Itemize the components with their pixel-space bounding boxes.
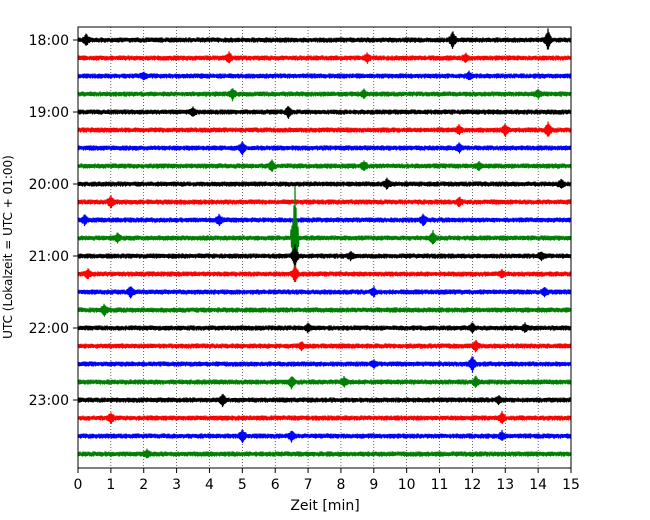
trace-line-1815 <box>77 51 572 64</box>
trace-line-2130 <box>77 286 572 299</box>
x-tick-label: 14 <box>529 477 547 493</box>
y-tick-label: 19:00 <box>29 105 69 121</box>
x-tick-label: 5 <box>238 477 247 493</box>
trace-line-1800 <box>77 28 572 50</box>
trace-series-group <box>77 28 572 459</box>
x-tick-label: 3 <box>172 477 181 493</box>
trace-line-1830 <box>77 70 572 81</box>
trace-line-2330 <box>77 429 572 443</box>
trace-line-2100 <box>77 244 572 266</box>
trace-line-2200 <box>77 322 572 334</box>
trace-line-1915 <box>77 121 572 138</box>
y-tick-label: 18:00 <box>29 33 69 49</box>
y-axis-label: UTC (Lokalzeit = UTC + 01:00) <box>1 155 15 339</box>
trace-line-2030 <box>77 213 572 227</box>
trace-line-2015 <box>77 195 572 209</box>
x-tick-label: 13 <box>496 477 514 493</box>
x-tick-label: 15 <box>562 477 580 493</box>
trace-line-2045 <box>77 186 572 281</box>
x-tick-label: 9 <box>369 477 378 493</box>
trace-line-1930 <box>77 141 572 156</box>
trace-line-2300 <box>77 393 572 408</box>
x-tick-label: 10 <box>398 477 416 493</box>
x-tick-label: 11 <box>431 477 449 493</box>
x-tick-label: 6 <box>271 477 280 493</box>
x-tick-label: 0 <box>74 477 83 493</box>
x-tick-label: 8 <box>336 477 345 493</box>
y-tick-label: 22:00 <box>29 321 69 337</box>
trace-line-1945 <box>77 159 572 172</box>
x-tick-label: 4 <box>205 477 214 493</box>
trace-line-1900 <box>77 105 572 119</box>
x-axis-label: Zeit [min] <box>290 498 359 514</box>
trace-line-2145 <box>77 303 572 317</box>
x-tick-label: 12 <box>463 477 481 493</box>
y-axis-ticks: 18:00 19:00 20:00 21:00 22:00 23:00 <box>29 33 78 409</box>
trace-line-2345 <box>77 448 572 459</box>
trace-line-2115 <box>77 264 572 283</box>
trace-line-2000 <box>77 177 572 190</box>
trace-line-2215 <box>77 339 572 353</box>
y-tick-label: 20:00 <box>29 177 69 193</box>
plot-frame <box>77 26 572 469</box>
y-tick-label: 21:00 <box>29 249 69 265</box>
y-tick-label: 23:00 <box>29 393 69 409</box>
trace-line-2315 <box>77 411 572 424</box>
x-tick-label: 2 <box>139 477 148 493</box>
trace-line-2230 <box>77 356 572 373</box>
trace-line-1845 <box>77 88 572 102</box>
x-tick-label: 1 <box>106 477 115 493</box>
trace-line-2245 <box>77 375 572 390</box>
x-tick-label: 7 <box>304 477 313 493</box>
x-axis-ticks: 0 1 2 3 4 5 6 7 8 9 10 11 12 13 14 15 <box>74 468 580 493</box>
